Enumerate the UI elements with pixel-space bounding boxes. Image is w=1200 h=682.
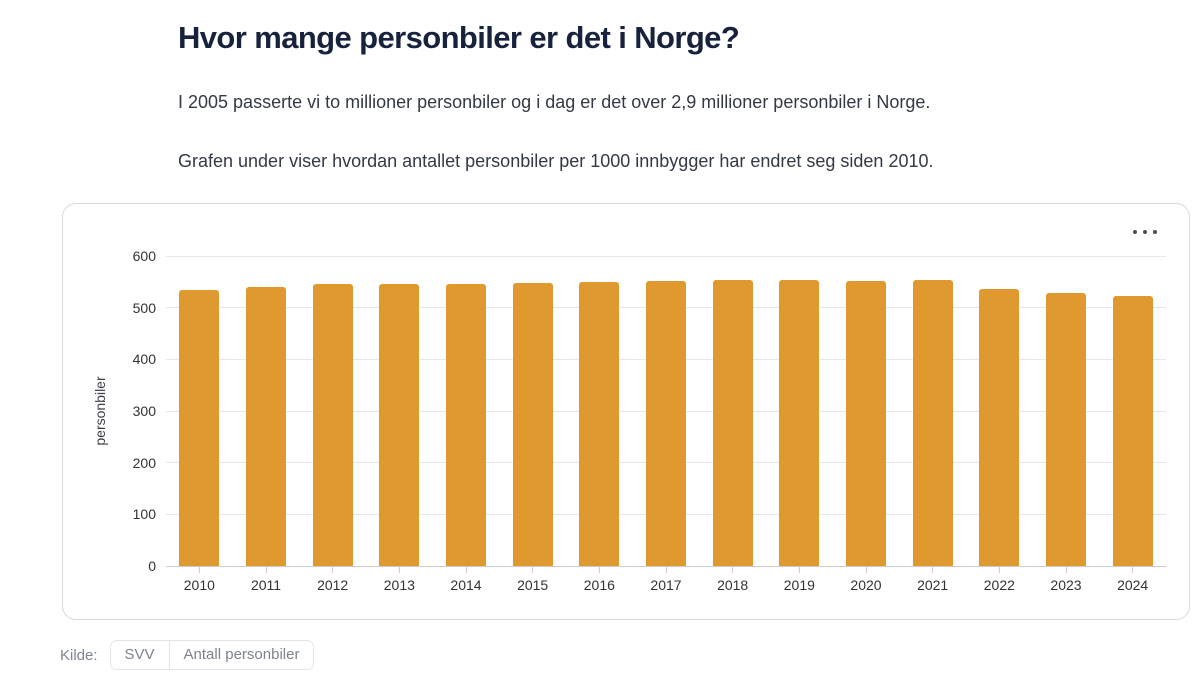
x-tick — [665, 566, 667, 573]
x-axis-label: 2015 — [517, 577, 549, 593]
x-axis-label: 2022 — [983, 577, 1015, 593]
bar-2013[interactable] — [379, 283, 420, 566]
bar-2023[interactable] — [1046, 293, 1086, 566]
ellipsis-icon — [1133, 230, 1157, 234]
x-axis-label: 2024 — [1117, 577, 1149, 593]
y-tick-label: 500 — [132, 299, 156, 316]
y-tick-label: 300 — [132, 403, 156, 419]
bar-2020[interactable] — [846, 281, 886, 566]
chart-menu-button[interactable] — [1123, 220, 1167, 244]
x-tick — [932, 566, 934, 573]
x-axis-label: 2010 — [183, 577, 215, 593]
bar-2024[interactable] — [1112, 296, 1153, 566]
bar-2011[interactable] — [246, 287, 286, 566]
source-button-dataset[interactable]: Antall personbiler — [168, 641, 314, 669]
x-axis-label: 2018 — [717, 577, 749, 593]
x-axis-label: 2013 — [383, 577, 415, 593]
bar-2022[interactable] — [979, 288, 1020, 566]
y-tick-label: 400 — [132, 351, 156, 368]
bar-2019[interactable] — [779, 280, 820, 566]
bar-2016[interactable] — [579, 281, 620, 566]
x-axis-label: 2016 — [583, 577, 615, 593]
x-tick — [598, 566, 600, 573]
x-tick — [398, 566, 400, 573]
y-tick-label: 200 — [132, 454, 156, 471]
y-gridline — [166, 255, 1166, 257]
bar-2021[interactable] — [912, 280, 953, 566]
bar-2010[interactable] — [179, 290, 220, 566]
x-tick — [198, 566, 200, 573]
source-row: Kilde: SVV Antall personbiler — [60, 640, 315, 670]
x-axis-label: 2020 — [850, 577, 882, 593]
x-axis-label: 2011 — [250, 577, 282, 593]
x-axis-label: 2021 — [917, 577, 949, 593]
bar-2017[interactable] — [646, 280, 686, 566]
x-tick — [998, 566, 1000, 573]
x-tick — [1065, 566, 1067, 573]
y-tick-label: 0 — [148, 558, 156, 574]
x-tick — [265, 566, 267, 573]
x-tick — [332, 566, 334, 573]
x-tick — [732, 566, 734, 573]
x-axis-label: 2014 — [450, 577, 482, 593]
x-tick — [1132, 566, 1134, 573]
x-axis-label: 2023 — [1050, 577, 1082, 593]
page-title: Hvor mange personbiler er det i Norge? — [178, 20, 740, 55]
intro-paragraph-2: Grafen under viser hvordan antallet pers… — [178, 151, 934, 171]
bar-2012[interactable] — [312, 283, 353, 566]
y-tick-label: 600 — [132, 248, 156, 264]
bar-2015[interactable] — [512, 283, 553, 566]
chart-card: personbiler 0 100 200 300 400 500 600 2010 2011 2… — [62, 203, 1190, 620]
source-buttons: SVV Antall personbiler — [109, 640, 315, 670]
x-axis-label: 2012 — [317, 577, 349, 593]
bar-2014[interactable] — [446, 284, 486, 566]
x-tick — [798, 566, 800, 573]
bar-2018[interactable] — [712, 279, 753, 566]
x-tick — [865, 566, 867, 573]
x-tick — [465, 566, 467, 573]
intro-paragraph-1: I 2005 passerte vi to millioner personbi… — [178, 92, 931, 112]
y-tick-label: 100 — [132, 506, 156, 523]
x-axis-label: 2019 — [783, 577, 815, 593]
x-axis-label: 2017 — [650, 577, 682, 593]
source-button-svv[interactable]: SVV — [110, 641, 169, 669]
source-label: Kilde: — [60, 646, 98, 664]
x-tick — [532, 566, 534, 573]
